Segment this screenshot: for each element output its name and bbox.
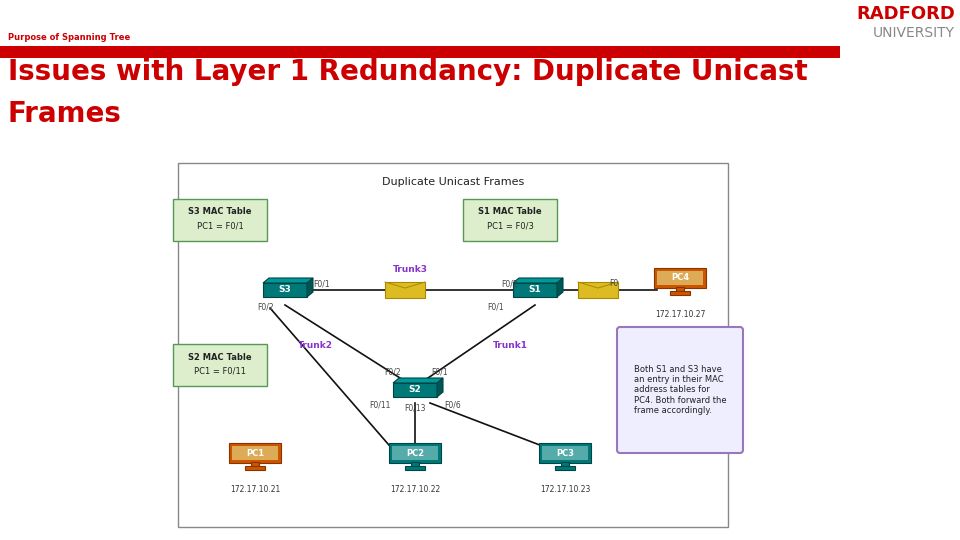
Bar xyxy=(411,462,419,467)
Text: F0/1: F0/1 xyxy=(314,280,330,288)
Text: F0/2: F0/2 xyxy=(502,280,518,288)
Text: S1 MAC Table: S1 MAC Table xyxy=(478,207,541,217)
Text: 172.17.10.23: 172.17.10.23 xyxy=(540,485,590,494)
Text: PC2: PC2 xyxy=(406,449,424,457)
FancyBboxPatch shape xyxy=(173,199,267,241)
Text: PC1 = F0/3: PC1 = F0/3 xyxy=(487,221,534,231)
Bar xyxy=(393,383,437,397)
Bar xyxy=(245,466,265,470)
Polygon shape xyxy=(513,278,563,283)
Text: RADFORD: RADFORD xyxy=(856,5,955,23)
Text: Trunk2: Trunk2 xyxy=(298,341,332,349)
Text: PC3: PC3 xyxy=(556,449,574,457)
Text: S1: S1 xyxy=(529,286,541,294)
Bar xyxy=(555,466,575,470)
Bar xyxy=(676,287,684,292)
Text: 172.17.10.21: 172.17.10.21 xyxy=(229,485,280,494)
Polygon shape xyxy=(263,278,313,283)
Text: UNIVERSITY: UNIVERSITY xyxy=(873,26,955,40)
Bar xyxy=(654,268,706,288)
Text: Issues with Layer 1 Redundancy: Duplicate Unicast: Issues with Layer 1 Redundancy: Duplicat… xyxy=(8,58,807,86)
Text: F0/1: F0/1 xyxy=(432,368,448,376)
Text: 172.17.10.27: 172.17.10.27 xyxy=(655,310,706,319)
Bar xyxy=(539,443,591,463)
Text: Trunk1: Trunk1 xyxy=(492,341,527,349)
Bar xyxy=(513,283,557,297)
Bar xyxy=(385,282,425,298)
Text: F0/1: F0/1 xyxy=(488,302,504,312)
Text: F0/13: F0/13 xyxy=(404,403,425,413)
Text: F0/2: F0/2 xyxy=(257,302,275,312)
Polygon shape xyxy=(557,278,563,297)
Bar xyxy=(232,446,278,460)
Text: 172.17.10.22: 172.17.10.22 xyxy=(390,485,440,494)
Bar xyxy=(405,466,425,470)
FancyBboxPatch shape xyxy=(617,327,743,453)
Bar xyxy=(578,282,618,298)
Text: S2: S2 xyxy=(409,386,421,395)
Bar xyxy=(0,46,840,58)
Text: F0/11: F0/11 xyxy=(370,401,391,409)
Text: PC1 = F0/1: PC1 = F0/1 xyxy=(197,221,244,231)
Bar xyxy=(178,163,728,527)
Bar xyxy=(561,462,569,467)
Text: Frames: Frames xyxy=(8,100,122,128)
FancyBboxPatch shape xyxy=(463,199,557,241)
Text: PC1: PC1 xyxy=(246,449,264,457)
Polygon shape xyxy=(307,278,313,297)
FancyBboxPatch shape xyxy=(173,344,267,386)
Text: S3 MAC Table: S3 MAC Table xyxy=(188,207,252,217)
Bar xyxy=(229,443,281,463)
Text: F0: F0 xyxy=(610,279,618,287)
Text: Trunk3: Trunk3 xyxy=(393,266,427,274)
Text: PC4: PC4 xyxy=(671,273,689,282)
Bar xyxy=(670,291,690,295)
Polygon shape xyxy=(437,378,443,397)
Text: F0/2: F0/2 xyxy=(385,368,401,376)
Text: Duplicate Unicast Frames: Duplicate Unicast Frames xyxy=(382,177,524,187)
Bar xyxy=(392,446,438,460)
Text: F0/6: F0/6 xyxy=(444,401,462,409)
Text: Both S1 and S3 have
an entry in their MAC
address tables for
PC4. Both forward t: Both S1 and S3 have an entry in their MA… xyxy=(634,364,727,415)
Bar xyxy=(251,462,259,467)
Text: Purpose of Spanning Tree: Purpose of Spanning Tree xyxy=(8,33,131,42)
Polygon shape xyxy=(393,378,443,383)
Bar xyxy=(657,271,703,285)
Text: PC1 = F0/11: PC1 = F0/11 xyxy=(194,367,246,375)
Bar xyxy=(542,446,588,460)
Text: S2 MAC Table: S2 MAC Table xyxy=(188,353,252,361)
Bar xyxy=(263,283,307,297)
Text: S3: S3 xyxy=(278,286,292,294)
Bar xyxy=(389,443,441,463)
